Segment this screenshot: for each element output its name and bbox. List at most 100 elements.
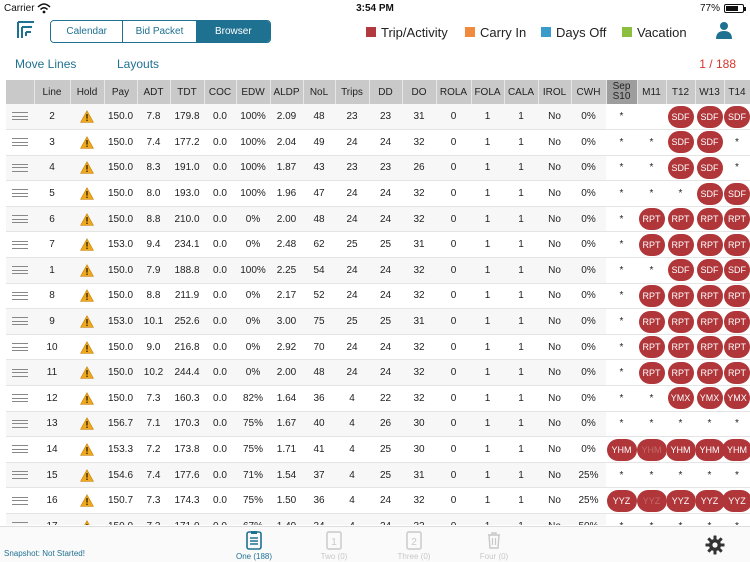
calendar-cell[interactable]: *	[695, 462, 724, 489]
calendar-cell[interactable]: *	[724, 513, 750, 525]
table-row[interactable]: 3 150.0 7.4 177.2 0.0 100% 2.04 49 24 24 32 0 1 1 No 0%…	[6, 129, 750, 156]
row-drag-handle[interactable]	[6, 104, 34, 131]
table-row[interactable]: 16 150.7 7.3 174.3 0.0 75% 1.50 36 4 24 32 0 1 1 No 25%…	[6, 487, 750, 514]
cell-hold[interactable]	[70, 155, 104, 182]
cell-hold[interactable]	[70, 359, 104, 387]
calendar-cell[interactable]: YHM	[722, 436, 750, 463]
trip-pill[interactable]: SDF	[724, 182, 750, 205]
trip-pill[interactable]: YYZ	[665, 489, 696, 512]
trip-pill[interactable]: YHM	[606, 438, 637, 461]
trip-pill[interactable]: RPT	[638, 361, 665, 384]
trip-pill[interactable]: RPT	[724, 310, 750, 333]
calendar-cell[interactable]: RPT	[695, 283, 724, 310]
tab-two[interactable]: 1 Two (0)	[304, 530, 364, 561]
calendar-cell[interactable]	[637, 104, 666, 131]
drag-handle-icon[interactable]	[12, 394, 28, 403]
calendar-cell[interactable]: SDF	[724, 180, 750, 207]
row-drag-handle[interactable]	[6, 308, 34, 335]
date-column-header[interactable]: Sep S10	[606, 80, 638, 104]
trip-pill[interactable]: RPT	[696, 208, 723, 231]
column-header-line[interactable]: Line	[34, 80, 71, 104]
trip-pill[interactable]: RPT	[696, 284, 723, 307]
trip-pill[interactable]: YMX	[696, 387, 723, 410]
table-row[interactable]: 11 150.0 10.2 244.4 0.0 0% 2.00 48 24 24 32 0 1 1 No 0%…	[6, 359, 750, 387]
calendar-cell[interactable]: RPT	[666, 359, 695, 387]
calendar-cell[interactable]: RPT	[666, 206, 695, 233]
calendar-cell[interactable]: *	[606, 462, 637, 489]
date-column-header[interactable]: W13	[695, 80, 725, 104]
trip-pill[interactable]: RPT	[724, 208, 750, 231]
calendar-cell[interactable]: *	[666, 411, 695, 438]
drag-handle-icon[interactable]	[12, 163, 28, 172]
calendar-cell[interactable]: YYZ	[665, 487, 696, 514]
tab-browser[interactable]: Browser	[196, 21, 270, 42]
calendar-cell[interactable]: RPT	[637, 359, 666, 387]
table-row[interactable]: 7 153.0 9.4 234.1 0.0 0% 2.48 62 25 25 31 0 1 1 No 0% * R…	[6, 231, 750, 259]
column-header-coc[interactable]: COC	[204, 80, 237, 104]
calendar-cell[interactable]: YHM	[636, 436, 667, 463]
column-header-do[interactable]: DO	[402, 80, 437, 104]
calendar-cell[interactable]: *	[606, 308, 637, 335]
cell-hold[interactable]	[70, 411, 104, 438]
calendar-cell[interactable]: *	[606, 359, 637, 387]
trip-pill[interactable]: SDF	[667, 259, 694, 282]
calendar-cell[interactable]: SDF	[666, 129, 695, 156]
calendar-cell[interactable]: *	[606, 104, 637, 131]
calendar-cell[interactable]: *	[606, 129, 637, 156]
calendar-cell[interactable]: RPT	[637, 206, 666, 233]
drag-handle-icon[interactable]	[12, 215, 28, 224]
cell-hold[interactable]	[70, 334, 104, 361]
calendar-cell[interactable]: YYZ	[722, 487, 750, 514]
row-drag-handle[interactable]	[6, 206, 34, 233]
calendar-cell[interactable]: *	[666, 462, 695, 489]
calendar-cell[interactable]: *	[606, 513, 637, 525]
calendar-cell[interactable]: SDF	[666, 155, 695, 182]
column-header-tdt[interactable]: TDT	[170, 80, 205, 104]
drag-handle-icon[interactable]	[12, 419, 28, 428]
calendar-cell[interactable]: *	[637, 155, 666, 182]
calendar-cell[interactable]: RPT	[695, 308, 724, 335]
calendar-cell[interactable]: *	[606, 334, 637, 361]
calendar-cell[interactable]: *	[637, 513, 666, 525]
trip-pill[interactable]: RPT	[638, 233, 665, 256]
user-profile-icon[interactable]	[714, 20, 734, 40]
calendar-cell[interactable]: SDF	[666, 104, 695, 131]
trip-pill[interactable]: YHM	[722, 438, 750, 461]
row-drag-handle[interactable]	[6, 436, 34, 463]
trip-pill[interactable]: SDF	[667, 156, 694, 179]
app-logo-icon[interactable]	[14, 18, 38, 42]
row-drag-handle[interactable]	[6, 231, 34, 259]
drag-handle-icon[interactable]	[12, 317, 28, 326]
calendar-cell[interactable]: YYZ	[606, 487, 637, 514]
date-column-header[interactable]: M11	[637, 80, 667, 104]
drag-handle-icon[interactable]	[12, 343, 28, 351]
calendar-cell[interactable]: RPT	[695, 231, 724, 259]
calendar-cell[interactable]: YHM	[665, 436, 696, 463]
calendar-cell[interactable]: *	[666, 180, 695, 207]
table-row[interactable]: 8 150.0 8.8 211.9 0.0 0% 2.17 52 24 24 32 0 1 1 No 0% * R…	[6, 283, 750, 310]
trip-pill[interactable]: RPT	[638, 310, 665, 333]
calendar-cell[interactable]: SDF	[695, 129, 724, 156]
trip-pill[interactable]: RPT	[724, 233, 750, 256]
row-drag-handle[interactable]	[6, 487, 34, 514]
row-drag-handle[interactable]	[6, 129, 34, 156]
calendar-cell[interactable]: *	[606, 155, 637, 182]
calendar-cell[interactable]: SDF	[695, 104, 724, 131]
cell-hold[interactable]	[70, 206, 104, 233]
column-header-rola[interactable]: ROLA	[436, 80, 472, 104]
drag-handle-icon[interactable]	[12, 240, 28, 249]
calendar-cell[interactable]: SDF	[695, 155, 724, 182]
tab-bid-packet[interactable]: Bid Packet	[123, 21, 197, 42]
trip-pill[interactable]: SDF	[724, 259, 750, 282]
calendar-cell[interactable]: RPT	[637, 334, 666, 361]
calendar-cell[interactable]: RPT	[637, 283, 666, 310]
row-drag-handle[interactable]	[6, 359, 34, 387]
column-header-aldp[interactable]: ALDP	[270, 80, 304, 104]
layouts-button[interactable]: Layouts	[117, 57, 160, 71]
trip-pill[interactable]: RPT	[638, 284, 665, 307]
trip-pill[interactable]: YHM	[665, 438, 696, 461]
trip-pill[interactable]: YYZ	[636, 489, 667, 512]
trip-pill[interactable]: SDF	[696, 182, 723, 205]
calendar-cell[interactable]: *	[637, 385, 666, 412]
cell-hold[interactable]	[70, 129, 104, 156]
